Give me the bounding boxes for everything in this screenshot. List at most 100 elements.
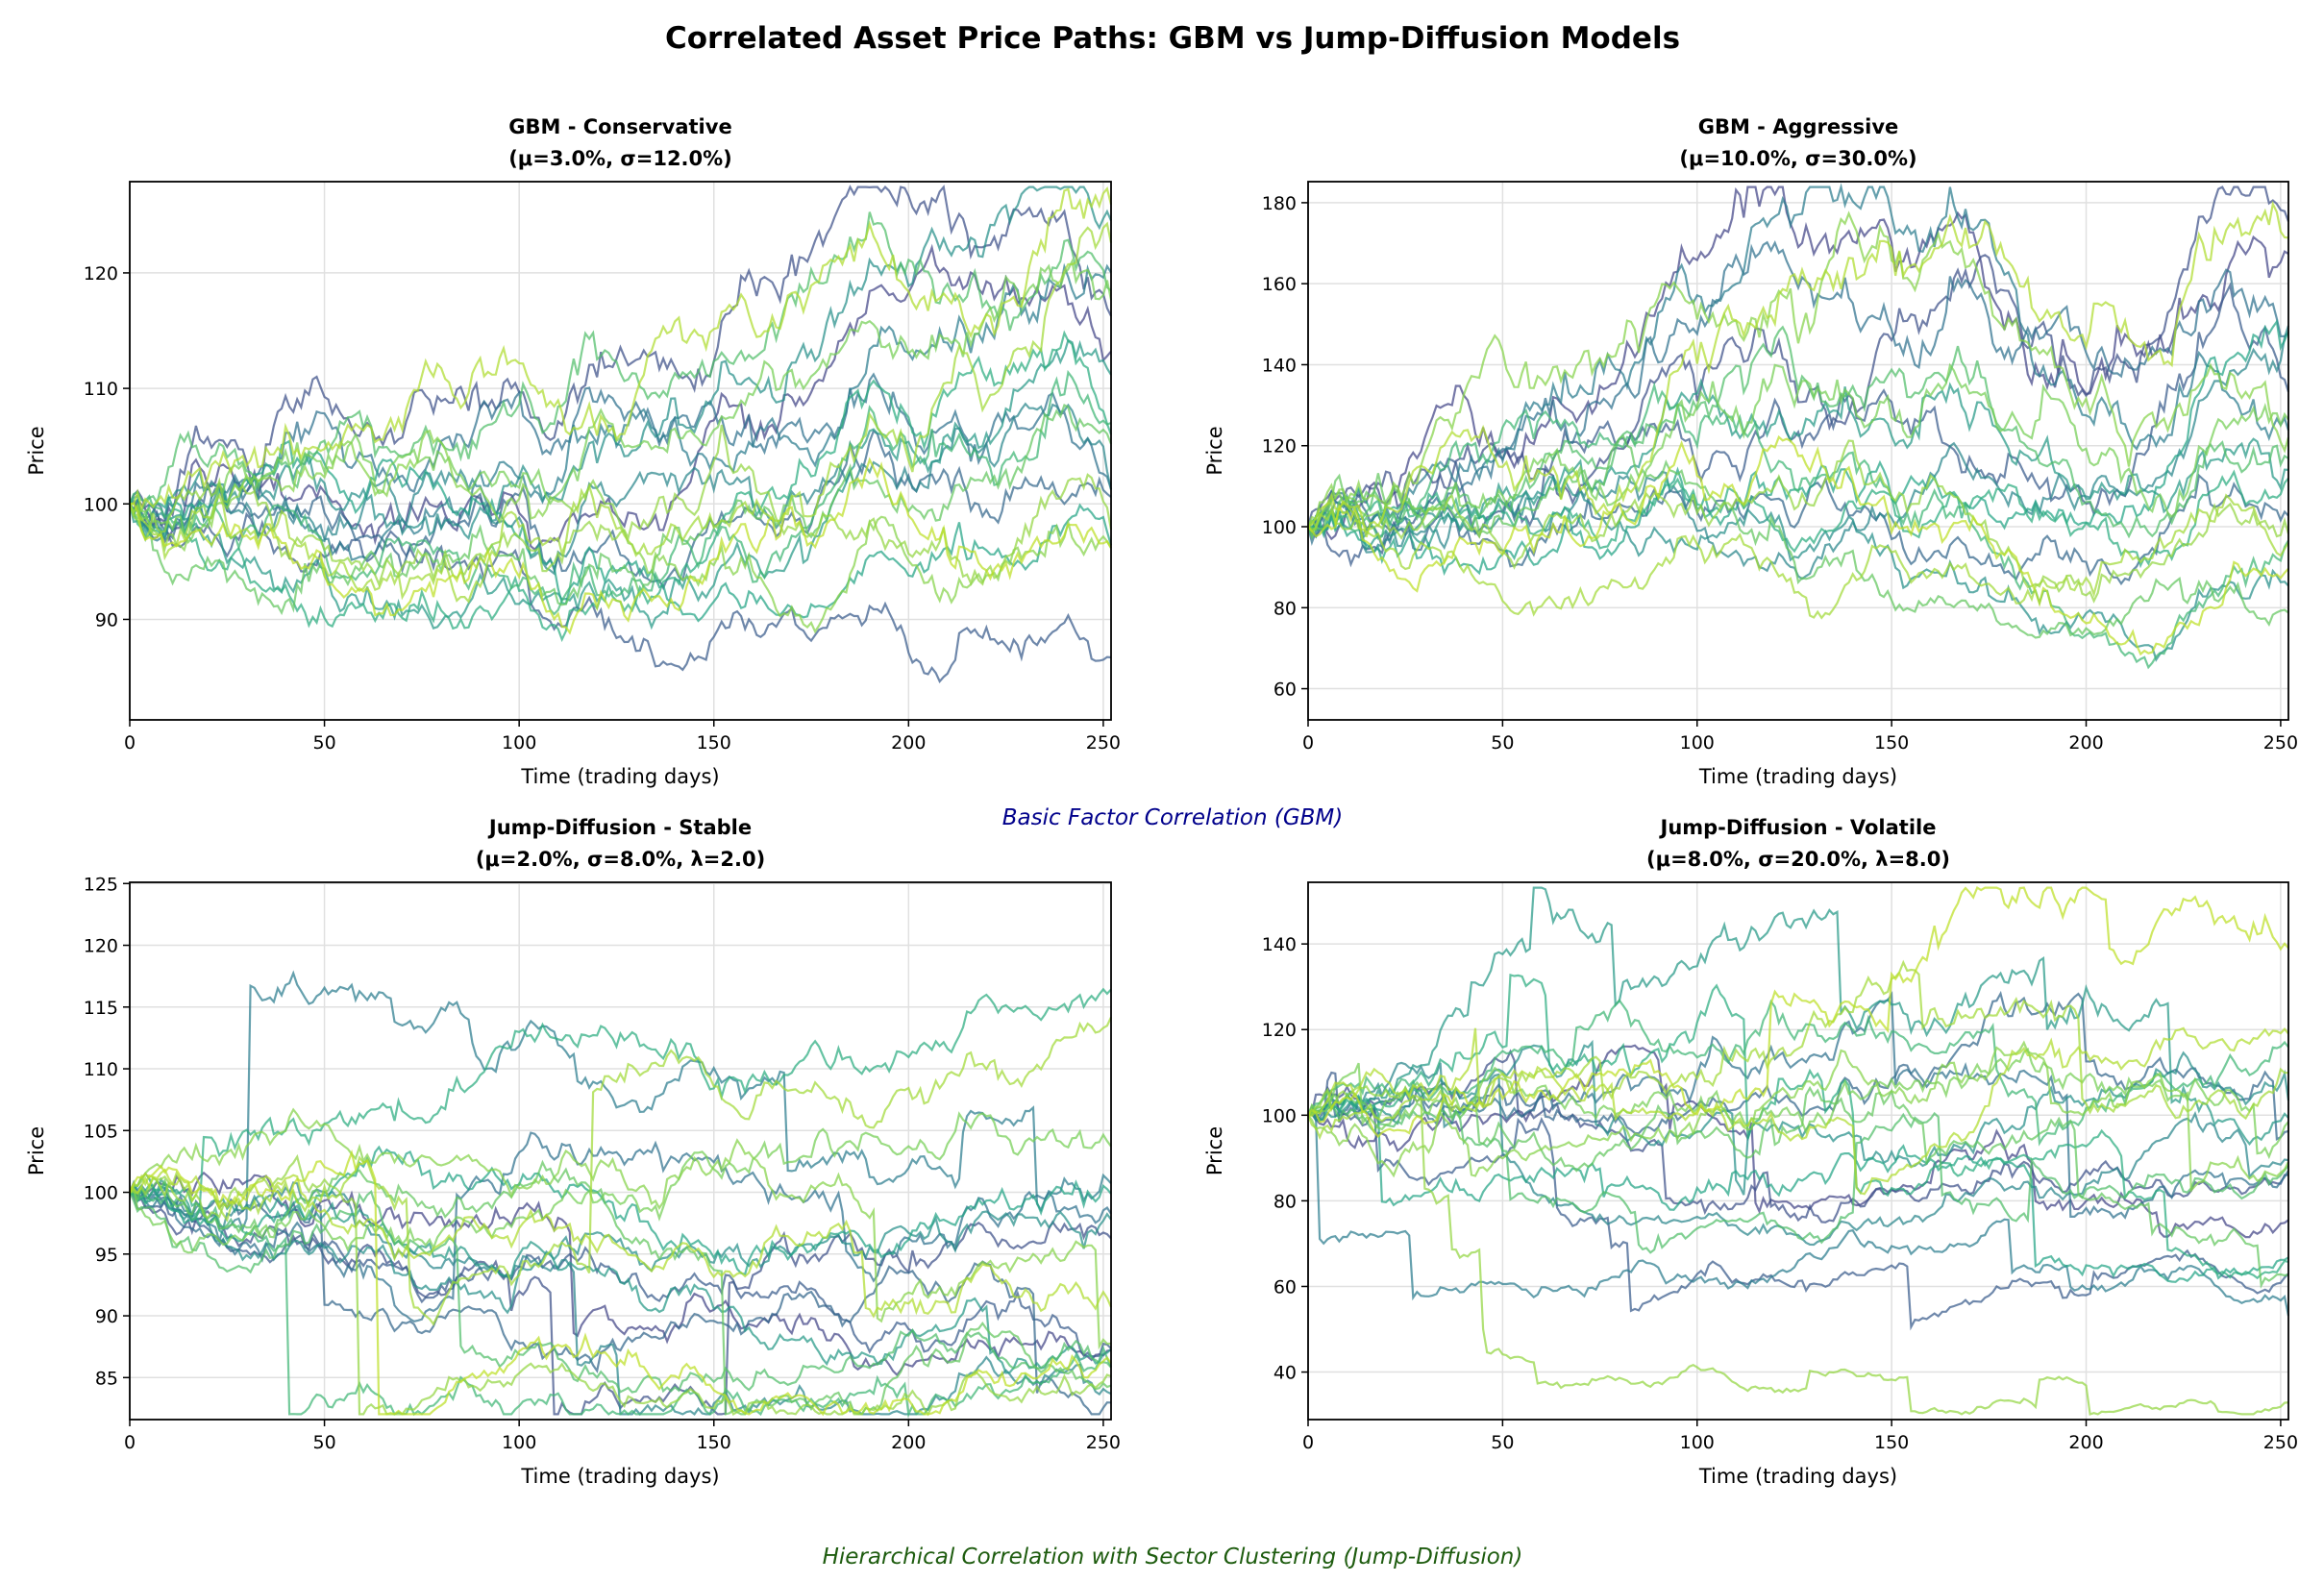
- price-path: [129, 1168, 1113, 1319]
- x-tick-label: 0: [1302, 732, 1314, 754]
- x-tick-label: 50: [312, 1432, 335, 1453]
- price-path: [1307, 1039, 2290, 1196]
- x-tick-label: 150: [697, 1432, 731, 1453]
- price-path: [129, 1107, 1112, 1350]
- price-path: [1307, 1026, 2289, 1196]
- price-path: [1307, 990, 2289, 1141]
- subplot-params: (μ=10.0%, σ=30.0%): [1679, 147, 1916, 170]
- price-path: [128, 429, 1112, 634]
- x-tick-label: 50: [1491, 1432, 1514, 1453]
- x-tick-label: 50: [312, 732, 335, 754]
- price-path: [1307, 1044, 2289, 1239]
- subplot-title: Jump-Diffusion - Volatile: [1659, 816, 1937, 839]
- subplot-4: Jump-Diffusion - Volatile (μ=8.0%, σ=20.0…: [1203, 816, 2298, 1488]
- y-tick-label: 40: [1273, 1363, 1297, 1384]
- price-path: [1307, 1085, 2289, 1416]
- y-axis-label: Price: [25, 1126, 48, 1175]
- x-axis-label: Time (trading days): [1698, 1465, 1897, 1488]
- price-path: [129, 1149, 1112, 1417]
- axes-frame: [129, 881, 1112, 1421]
- y-tick-label: 95: [95, 1245, 118, 1266]
- y-tick-label: 90: [95, 609, 118, 630]
- price-paths: [128, 185, 1113, 684]
- y-tick-label: 125: [84, 874, 118, 895]
- price-path: [129, 1111, 1112, 1254]
- y-tick-label: 100: [1262, 1105, 1297, 1126]
- price-path: [129, 1016, 1112, 1326]
- x-tick-label: 100: [1680, 1432, 1715, 1453]
- figure-title: Correlated Asset Price Paths: GBM vs Jum…: [665, 21, 1680, 56]
- gbm-annotation: Basic Factor Correlation (GBM): [1002, 805, 1343, 830]
- price-path: [128, 403, 1113, 616]
- x-axis-label: Time (trading days): [1698, 765, 1897, 788]
- y-tick-label: 100: [84, 494, 118, 515]
- x-tick-label: 250: [1086, 732, 1121, 754]
- y-tick-label: 160: [1262, 274, 1297, 295]
- price-path: [1307, 885, 2289, 1139]
- price-path: [1307, 1071, 2289, 1331]
- price-path: [129, 503, 1112, 684]
- price-path: [1307, 382, 2289, 670]
- y-tick-label: 120: [84, 936, 118, 957]
- x-tick-label: 250: [1086, 1432, 1121, 1453]
- price-path: [1306, 959, 2289, 1141]
- price-path: [129, 186, 1113, 512]
- x-axis-label: Time (trading days): [520, 765, 719, 788]
- price-path: [1306, 240, 2289, 551]
- price-path: [129, 243, 1112, 552]
- price-path: [1307, 439, 2290, 604]
- price-path: [129, 211, 1112, 512]
- price-path: [128, 185, 1112, 528]
- price-path: [129, 372, 1113, 524]
- y-axis-label: Price: [1203, 1126, 1226, 1175]
- price-path: [129, 1131, 1112, 1322]
- x-tick-label: 200: [2068, 1432, 2103, 1453]
- x-tick-label: 150: [1874, 1432, 1909, 1453]
- subplot-title: Jump-Diffusion - Stable: [487, 816, 752, 839]
- y-tick-label: 115: [84, 998, 118, 1019]
- price-path: [1306, 210, 2290, 528]
- x-tick-label: 200: [891, 732, 926, 754]
- x-tick-label: 50: [1491, 732, 1514, 754]
- y-axis-label: Price: [1203, 426, 1226, 475]
- price-paths: [1306, 885, 2290, 1416]
- axes-frame: [129, 181, 1112, 721]
- y-tick-label: 90: [95, 1306, 118, 1327]
- subplot-params: (μ=8.0%, σ=20.0%, λ=8.0): [1646, 848, 1950, 871]
- price-path: [1307, 362, 2289, 531]
- price-paths: [1306, 183, 2290, 670]
- price-path: [1307, 1091, 2289, 1283]
- x-tick-label: 250: [2263, 1432, 2298, 1453]
- price-path: [1307, 1108, 2290, 1317]
- y-tick-label: 60: [1273, 1276, 1297, 1298]
- price-path: [129, 1190, 1112, 1394]
- y-tick-label: 60: [1273, 680, 1297, 701]
- y-tick-label: 180: [1262, 193, 1297, 214]
- y-tick-label: 105: [84, 1121, 118, 1142]
- price-path: [1307, 185, 2289, 541]
- y-tick-label: 120: [84, 263, 118, 284]
- x-tick-label: 200: [2068, 732, 2103, 754]
- y-tick-label: 100: [1262, 517, 1297, 538]
- price-path: [128, 258, 1113, 544]
- subplot-3: Jump-Diffusion - Stable (μ=2.0%, σ=8.0%, …: [25, 816, 1121, 1488]
- price-path: [128, 338, 1112, 630]
- price-path: [129, 1172, 1112, 1374]
- x-tick-label: 100: [502, 1432, 536, 1453]
- subplot-title: GBM - Conservative: [508, 115, 731, 138]
- x-tick-label: 100: [1680, 732, 1715, 754]
- y-tick-label: 110: [84, 1059, 118, 1080]
- y-tick-label: 110: [84, 379, 118, 400]
- subplot-title: GBM - Aggressive: [1698, 115, 1899, 138]
- x-tick-label: 0: [124, 1432, 136, 1453]
- y-tick-label: 140: [1262, 934, 1297, 955]
- price-path: [129, 1145, 1112, 1275]
- y-tick-label: 120: [1262, 1020, 1297, 1041]
- y-tick-label: 140: [1262, 355, 1297, 376]
- price-path: [129, 221, 1113, 604]
- x-tick-label: 150: [697, 732, 731, 754]
- x-tick-label: 150: [1874, 732, 1909, 754]
- price-path: [129, 457, 1112, 635]
- y-tick-label: 80: [1273, 598, 1297, 619]
